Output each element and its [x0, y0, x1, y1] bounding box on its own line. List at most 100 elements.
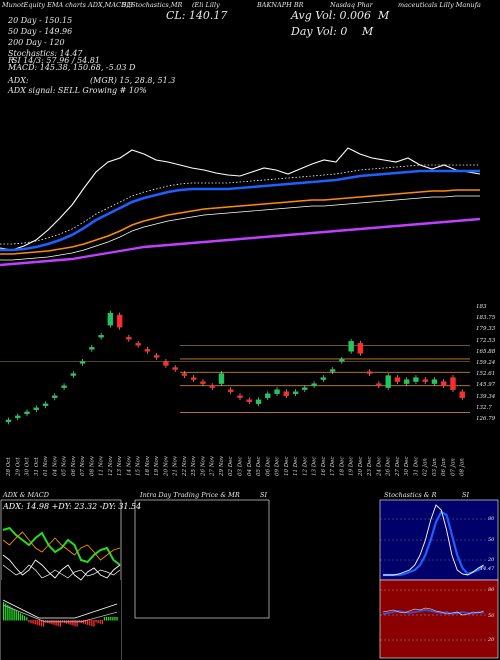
candle-body — [24, 411, 30, 415]
macd-bar — [55, 620, 57, 626]
rsi-line — [382, 609, 484, 615]
macd-bar — [89, 620, 91, 626]
macd-bar — [74, 620, 76, 627]
price-tick: 145.97 — [476, 382, 496, 389]
date-tick: 29 Nov — [219, 455, 225, 477]
price-tick: 183 — [476, 304, 487, 310]
macd-bar — [45, 620, 47, 623]
macd-bar — [7, 604, 9, 621]
date-tick: 19 Nov — [154, 455, 160, 476]
close-price: CL: 140.17 — [166, 9, 228, 22]
candle-body — [218, 373, 225, 384]
rsi-tick-80: 80 — [488, 587, 495, 593]
candle-body — [450, 377, 456, 390]
date-tick: 17 Dec — [330, 457, 336, 477]
adx-panel — [0, 499, 122, 660]
stoch-value: 14.47 — [480, 566, 495, 572]
macd-bar — [95, 620, 97, 623]
price-tick: 172.53 — [476, 337, 496, 344]
macd-line — [2, 599, 118, 619]
candle-body — [228, 389, 234, 392]
legend-ema50: 50 Day - 149.96 — [8, 27, 73, 36]
date-tick: 21 Nov — [173, 455, 179, 477]
macd-bar — [70, 620, 72, 625]
rsi-box — [379, 579, 499, 659]
candle-body — [209, 385, 215, 388]
stoch-box — [379, 499, 499, 581]
legend-ema200: 200 Day - 120 — [8, 38, 65, 47]
candle-body — [422, 379, 428, 382]
macd-bar — [13, 609, 15, 621]
candle-body — [357, 343, 364, 354]
date-axis: 28 Oct 29 Oct 30 Oct 31 Oct 01 Nov 04 Nov 05 N… — [6, 455, 466, 477]
date-tick: 03 Jan — [432, 458, 438, 476]
candle-body — [70, 373, 77, 376]
candle-body — [42, 403, 49, 407]
candle-body — [135, 343, 141, 346]
date-tick: 06 Jan — [441, 458, 447, 476]
macd-bar — [26, 617, 28, 621]
date-tick: 07 Jan — [450, 458, 456, 476]
date-tick: 20 Dec — [358, 457, 364, 478]
macd-bar — [103, 617, 106, 621]
avg-volume: Avg Vol: 0.006 — [291, 9, 372, 22]
adx-series-2 — [2, 554, 121, 581]
macd-bar — [59, 620, 61, 627]
macd-bar — [5, 603, 7, 621]
candle-body — [385, 375, 391, 388]
price-tick: 152.61 — [476, 371, 496, 378]
price-tick: 139.34 — [476, 393, 496, 400]
price-tick: 179.33 — [476, 326, 496, 333]
date-tick: 24 Dec — [376, 457, 382, 478]
legend-ema20: 20 Day - 150.15 — [8, 16, 73, 25]
date-tick: 26 Nov — [200, 455, 206, 477]
intraday-title: Intra Day Trading Price & MR — [140, 491, 240, 499]
adx-series-0 — [2, 526, 121, 566]
macd-bar — [110, 617, 112, 621]
stoch-tick-20: 20 — [488, 557, 495, 563]
date-tick: 28 Oct — [6, 457, 12, 477]
stoch-tick-80: 80 — [488, 516, 495, 522]
date-tick: 20 Nov — [163, 455, 169, 477]
candle-body — [265, 393, 271, 398]
date-tick: 05 Nov — [62, 455, 68, 476]
candle-body — [311, 383, 317, 386]
candle-body — [413, 377, 419, 382]
date-tick: 31 Oct — [34, 457, 40, 476]
legend-r: R — [8, 56, 15, 65]
series-ema_long-line — [0, 217, 481, 267]
macd-bar — [32, 620, 34, 624]
date-tick: 16 Dec — [321, 457, 327, 477]
legend-stoch: Stochastics: 14.47 — [8, 49, 83, 58]
date-tick: 15 Nov — [136, 455, 142, 476]
macd-bar — [93, 620, 95, 627]
date-tick: 04 Dec — [247, 457, 253, 477]
candle-body — [376, 383, 382, 386]
macd-bar — [108, 617, 110, 621]
date-tick: 25 Nov — [191, 455, 197, 477]
adx-title: ADX & MACD — [3, 491, 49, 499]
rsi-tick-20: 20 — [488, 637, 495, 643]
candle-body — [153, 355, 160, 358]
candle-body — [431, 379, 438, 384]
macd-bar — [21, 614, 24, 621]
candle-body — [292, 391, 299, 394]
macd-bar — [105, 617, 108, 621]
candle-body — [274, 389, 280, 394]
candle-body — [163, 361, 169, 366]
macd-bar — [24, 616, 26, 621]
date-tick: 31 Dec — [413, 457, 419, 477]
date-tick: 22 Nov — [182, 455, 188, 477]
macd-signal-line — [2, 604, 118, 623]
price-tick: 132.7 — [476, 404, 492, 411]
candle-chart — [0, 310, 470, 425]
intraday-si: SI — [260, 491, 268, 499]
macd-bar — [19, 613, 22, 621]
macd-bar — [78, 620, 80, 623]
candle-body — [52, 395, 58, 398]
adx-values: ADX: 14.98 +DY: 23.32 -DY: 31.54 — [3, 502, 142, 511]
macd-bar — [116, 617, 118, 621]
macd-bar — [76, 620, 78, 627]
macd-bar — [11, 607, 13, 621]
date-tick: 07 Nov — [80, 455, 86, 476]
